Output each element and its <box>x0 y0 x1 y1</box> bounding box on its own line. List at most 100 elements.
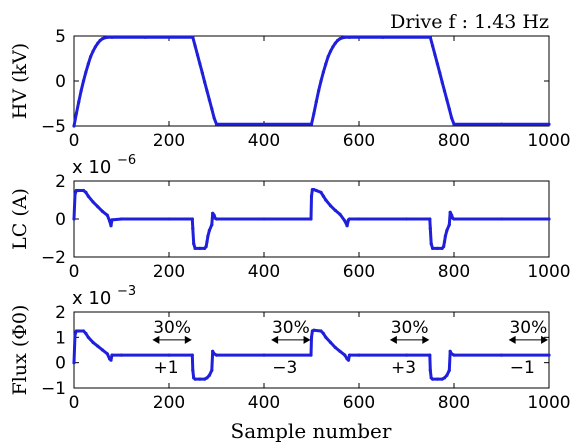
data-point <box>193 246 197 250</box>
data-point <box>428 226 432 231</box>
annotation-percent: 30% <box>153 318 191 338</box>
data-point <box>321 331 325 336</box>
data-point <box>74 329 78 333</box>
duty-annotation: 30% +1 <box>152 318 192 378</box>
data-point <box>205 89 209 93</box>
annotation-sign: +3 <box>391 358 416 378</box>
data-point <box>191 368 195 372</box>
data-point <box>447 107 451 111</box>
data-point <box>214 353 219 357</box>
data-point <box>333 41 337 45</box>
data-point <box>262 217 266 221</box>
data-point <box>431 44 435 48</box>
data-point <box>203 377 207 381</box>
data-point <box>198 62 202 66</box>
x-tick-label: 800 <box>438 393 470 413</box>
data-point <box>440 377 444 381</box>
data-point <box>404 353 409 357</box>
data-point <box>210 223 214 227</box>
data-point <box>72 217 76 221</box>
data-point <box>442 89 447 93</box>
data-point <box>309 335 314 339</box>
data-point <box>204 245 208 249</box>
annotation-sign: +1 <box>154 358 179 378</box>
data-point <box>450 213 454 217</box>
data-point <box>328 204 333 208</box>
data-point <box>190 353 194 357</box>
data-point <box>193 377 197 381</box>
data-point <box>442 245 446 249</box>
x-tick-label: 400 <box>248 262 280 282</box>
data-point <box>72 124 76 128</box>
data-point <box>450 352 454 356</box>
data-point <box>200 71 204 75</box>
x-tick-label: 0 <box>69 262 80 282</box>
data-point <box>79 89 83 93</box>
data-point <box>110 35 114 39</box>
data-point <box>347 35 352 39</box>
data-point <box>447 368 451 372</box>
data-point <box>84 190 88 194</box>
drive-frequency-annotation: Drive f : 1.43 Hz <box>390 11 549 33</box>
data-point <box>321 194 325 198</box>
data-point <box>452 122 456 126</box>
data-point <box>110 353 114 357</box>
data-point <box>86 62 90 66</box>
data-point <box>96 205 100 209</box>
data-point <box>207 373 211 377</box>
data-point <box>547 353 551 357</box>
arrow-head-left <box>508 335 516 344</box>
data-point <box>448 349 452 353</box>
data-point <box>333 208 337 212</box>
data-point <box>336 38 340 43</box>
data-point <box>190 217 194 221</box>
annotation-sign: −1 <box>510 358 535 378</box>
data-point <box>193 44 197 48</box>
data-point <box>324 198 328 202</box>
arrow-head-left <box>389 335 397 344</box>
data-point <box>357 217 361 221</box>
data-point <box>91 49 95 53</box>
data-point <box>96 41 100 45</box>
x-tick-label: 600 <box>343 262 375 282</box>
duty-annotation: 30% −3 <box>271 318 311 378</box>
data-point <box>167 353 171 357</box>
data-point <box>73 192 77 196</box>
arrow-head-left <box>271 335 279 344</box>
y-tick-label: 1 <box>55 328 66 348</box>
y-axis-label: HV (kV) <box>9 43 31 119</box>
data-point <box>203 80 207 84</box>
data-point <box>447 223 451 227</box>
data-point <box>435 377 439 381</box>
data-point <box>210 107 214 111</box>
x-tick-label: 800 <box>438 262 470 282</box>
data-point <box>340 36 344 40</box>
data-point <box>547 217 551 221</box>
data-point <box>96 344 100 348</box>
data-point <box>312 188 316 192</box>
data-point <box>191 35 195 39</box>
data-point <box>321 70 325 74</box>
data-point <box>212 116 216 120</box>
data-point <box>77 100 81 104</box>
data-point <box>309 217 313 221</box>
data-point <box>346 358 351 362</box>
data-point <box>450 116 454 120</box>
data-point <box>77 188 81 193</box>
data-point <box>81 329 86 333</box>
data-point <box>431 246 435 250</box>
data-point <box>214 122 219 126</box>
arrow-head-right <box>541 335 549 344</box>
data-series-line <box>72 35 549 127</box>
data-point <box>119 353 124 357</box>
data-point <box>108 219 112 223</box>
data-point <box>167 217 171 221</box>
data-point <box>499 217 504 221</box>
data-point <box>84 331 88 336</box>
data-point <box>324 62 328 66</box>
data-point <box>84 70 88 74</box>
data-point <box>109 358 113 362</box>
x-tick-label: 0 <box>69 393 80 413</box>
